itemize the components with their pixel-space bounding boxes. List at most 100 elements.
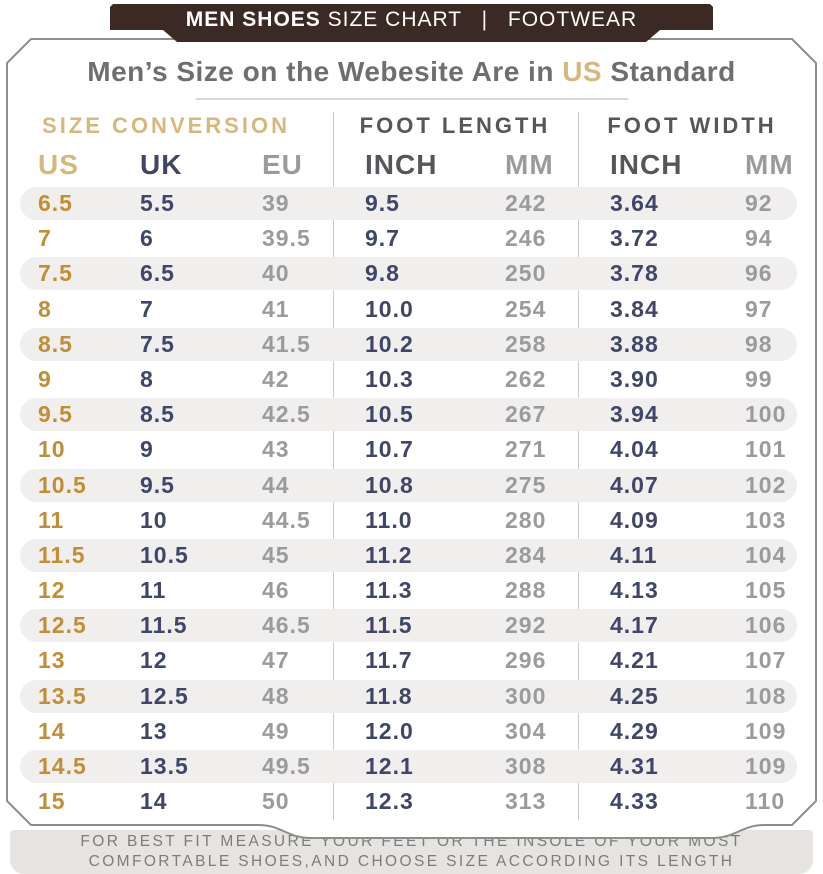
column-header-row: US UK EU INCH MM INCH MM [6, 146, 817, 184]
column-divider-right [578, 112, 579, 820]
foot-width-inch-cell: 4.25 [610, 682, 659, 709]
foot-width-mm-cell: 98 [745, 330, 773, 357]
foot-length-mm-cell: 246 [505, 225, 547, 252]
column-header-length-mm: MM [505, 149, 554, 180]
column-header-length-inch: INCH [365, 149, 438, 180]
table-row: 8 7 41 10.0 254 3.84 97 [6, 293, 817, 328]
foot-width-mm-cell: 100 [745, 401, 787, 428]
eu-size-cell: 42.5 [262, 401, 311, 428]
us-size-cell: 14 [38, 717, 66, 744]
column-divider-left [333, 112, 334, 820]
foot-width-mm-cell: 109 [745, 753, 787, 779]
foot-length-mm-cell: 296 [505, 647, 547, 674]
foot-width-inch-cell: 4.17 [610, 612, 659, 639]
foot-width-inch-cell: 3.94 [610, 401, 659, 428]
eu-size-cell: 50 [262, 788, 290, 815]
table-row: 12 11 46 11.3 288 4.13 105 [6, 574, 817, 609]
foot-width-inch-cell: 3.78 [610, 260, 659, 287]
foot-length-inch-cell: 11.7 [365, 647, 413, 674]
foot-width-inch-cell: 3.84 [610, 295, 659, 322]
us-size-cell: 15 [38, 788, 66, 815]
foot-width-inch-cell: 4.09 [610, 506, 659, 533]
us-size-cell: 11 [38, 506, 65, 533]
foot-width-mm-cell: 92 [745, 190, 773, 216]
chart-header-text: MEN SHOES SIZE CHART | FOOTWEAR [186, 8, 637, 32]
foot-length-inch-cell: 10.2 [365, 330, 414, 357]
uk-size-cell: 11.5 [140, 612, 188, 639]
us-size-cell: 10 [38, 436, 66, 463]
eu-size-cell: 41 [262, 295, 290, 322]
uk-size-cell: 10.5 [140, 541, 189, 568]
foot-length-inch-cell: 10.5 [365, 401, 414, 428]
foot-length-inch-cell: 11.2 [365, 541, 413, 568]
table-row: 10 9 43 10.7 271 4.04 101 [6, 433, 817, 468]
foot-length-mm-cell: 280 [505, 506, 547, 533]
foot-length-mm-cell: 271 [505, 436, 547, 463]
eu-size-cell: 40 [262, 260, 290, 287]
foot-length-inch-cell: 9.5 [365, 190, 400, 216]
foot-width-inch-cell: 3.64 [610, 190, 659, 216]
foot-width-mm-cell: 102 [745, 471, 787, 498]
uk-size-cell: 13 [140, 717, 168, 744]
foot-length-inch-cell: 10.8 [365, 471, 414, 498]
uk-size-cell: 8 [140, 365, 154, 392]
foot-length-mm-cell: 288 [505, 577, 547, 604]
table-row: 11.5 10.5 45 11.2 284 4.11 104 [6, 538, 817, 574]
table-row: 9.5 8.5 42.5 10.5 267 3.94 100 [6, 398, 817, 433]
uk-size-cell: 7.5 [140, 330, 175, 357]
uk-size-cell: 7 [140, 295, 154, 322]
table-row: 7.5 6.5 40 9.8 250 3.78 96 [6, 257, 817, 292]
page-title-prefix: Men’s Size on the Webesite Are in [87, 56, 563, 87]
section-label-size-conversion: SIZE CONVERSION [42, 113, 290, 138]
eu-size-cell: 46.5 [262, 612, 311, 639]
uk-size-cell: 9.5 [140, 471, 175, 498]
table-row: 11 10 44.5 11.0 280 4.09 103 [6, 504, 817, 539]
foot-length-inch-cell: 10.7 [365, 436, 414, 463]
foot-length-inch-cell: 9.7 [365, 225, 400, 252]
foot-width-mm-cell: 104 [745, 541, 787, 568]
eu-size-cell: 46 [262, 577, 290, 604]
table-row: 10.5 9.5 44 10.8 275 4.07 102 [6, 468, 817, 504]
us-size-cell: 12.5 [38, 612, 87, 639]
eu-size-cell: 48 [262, 682, 290, 709]
uk-size-cell: 6.5 [140, 260, 175, 287]
us-size-cell: 6.5 [38, 190, 73, 216]
foot-length-inch-cell: 12.0 [365, 717, 414, 744]
foot-width-mm-cell: 96 [745, 260, 773, 287]
foot-width-mm-cell: 103 [745, 506, 787, 533]
size-table-body: 6.5 5.5 39 9.5 242 3.64 92 7 6 39.5 9.7 246 3.72 94 7.… [6, 187, 817, 820]
column-header-width-inch: INCH [610, 149, 683, 180]
us-size-cell: 13.5 [38, 682, 87, 709]
foot-length-inch-cell: 12.1 [365, 753, 414, 779]
foot-width-mm-cell: 101 [745, 436, 787, 463]
uk-size-cell: 10 [140, 506, 168, 533]
us-size-cell: 9 [38, 365, 52, 392]
foot-width-mm-cell: 94 [745, 225, 773, 252]
us-size-cell: 7 [38, 225, 52, 252]
header-separator: | [481, 8, 489, 31]
foot-width-mm-cell: 99 [745, 365, 773, 392]
uk-size-cell: 8.5 [140, 401, 175, 428]
uk-size-cell: 12.5 [140, 682, 189, 709]
foot-length-inch-cell: 10.0 [365, 295, 414, 322]
table-row: 14 13 49 12.0 304 4.29 109 [6, 715, 817, 750]
table-row: 13 12 47 11.7 296 4.21 107 [6, 644, 817, 679]
uk-size-cell: 14 [140, 788, 168, 815]
title-divider-line [195, 98, 628, 100]
table-row: 7 6 39.5 9.7 246 3.72 94 [6, 222, 817, 257]
us-size-cell: 13 [38, 647, 66, 674]
foot-length-mm-cell: 313 [505, 788, 547, 815]
header-category: FOOTWEAR [507, 8, 638, 31]
foot-length-mm-cell: 304 [505, 717, 547, 744]
foot-width-mm-cell: 107 [745, 647, 787, 674]
eu-size-cell: 41.5 [262, 330, 311, 357]
foot-length-mm-cell: 300 [505, 682, 547, 709]
eu-size-cell: 49 [262, 717, 290, 744]
foot-width-mm-cell: 106 [745, 612, 787, 639]
uk-size-cell: 9 [140, 436, 154, 463]
foot-length-mm-cell: 284 [505, 541, 547, 568]
foot-length-mm-cell: 275 [505, 471, 547, 498]
foot-length-mm-cell: 292 [505, 612, 547, 639]
table-row: 12.5 11.5 46.5 11.5 292 4.17 106 [6, 609, 817, 644]
